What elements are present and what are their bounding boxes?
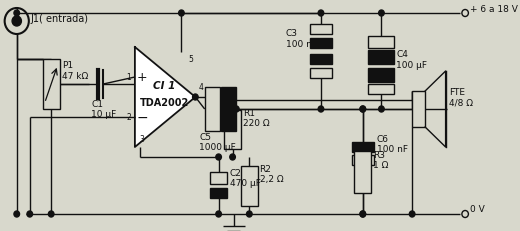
Text: R3
1 Ω: R3 1 Ω <box>373 150 388 170</box>
Bar <box>210 172 227 184</box>
Text: +: + <box>137 71 148 84</box>
Circle shape <box>462 10 469 17</box>
Bar <box>310 25 332 35</box>
Bar <box>205 88 219 131</box>
Circle shape <box>12 17 21 27</box>
Text: C3
100 nF: C3 100 nF <box>285 29 317 49</box>
Text: TDA2002: TDA2002 <box>140 97 189 108</box>
Bar <box>310 69 332 79</box>
Text: 3: 3 <box>139 135 145 144</box>
Text: CI 1: CI 1 <box>153 81 176 91</box>
Bar <box>43 60 59 109</box>
Bar <box>412 92 425 128</box>
Text: C5
1000 μF: C5 1000 μF <box>199 132 236 152</box>
Text: R1
220 Ω: R1 220 Ω <box>243 108 269 128</box>
Circle shape <box>360 106 366 112</box>
Text: 4: 4 <box>198 83 203 92</box>
Bar <box>310 39 332 49</box>
Text: P1
47 kΩ: P1 47 kΩ <box>62 61 88 80</box>
Circle shape <box>216 154 222 160</box>
Bar <box>355 151 371 193</box>
Bar <box>210 188 227 198</box>
Text: C2
470 μF: C2 470 μF <box>230 168 261 187</box>
Circle shape <box>360 211 366 217</box>
Circle shape <box>233 106 239 112</box>
Bar <box>368 51 395 65</box>
Circle shape <box>318 11 324 17</box>
Circle shape <box>462 211 469 218</box>
Circle shape <box>230 94 236 100</box>
Bar <box>352 155 374 165</box>
Circle shape <box>14 211 20 217</box>
Text: 2: 2 <box>126 113 131 122</box>
Circle shape <box>192 94 198 100</box>
Bar <box>222 88 236 131</box>
Bar <box>310 55 332 65</box>
Text: 5: 5 <box>188 55 193 64</box>
Circle shape <box>246 211 252 217</box>
Text: C6
100 nF: C6 100 nF <box>377 134 408 154</box>
Bar <box>241 166 258 206</box>
Circle shape <box>360 211 366 217</box>
Bar <box>368 37 395 49</box>
Circle shape <box>379 106 384 112</box>
Text: + 6 a 18 V: + 6 a 18 V <box>470 4 518 13</box>
Circle shape <box>216 211 222 217</box>
Text: −: − <box>137 110 148 125</box>
Circle shape <box>178 11 184 17</box>
Circle shape <box>409 211 415 217</box>
Bar <box>352 142 374 152</box>
Bar <box>368 85 395 94</box>
Text: C4
100 μF: C4 100 μF <box>396 50 427 69</box>
Text: C1
10 μF: C1 10 μF <box>91 100 116 119</box>
Polygon shape <box>135 48 196 147</box>
Circle shape <box>230 154 236 160</box>
Text: R2
2,2 Ω: R2 2,2 Ω <box>259 164 283 183</box>
Text: FTE
4/8 Ω: FTE 4/8 Ω <box>449 88 473 107</box>
Circle shape <box>27 211 33 217</box>
Text: J1( entrada): J1( entrada) <box>31 14 89 24</box>
Circle shape <box>14 11 20 17</box>
Circle shape <box>379 11 384 17</box>
Bar <box>224 110 241 149</box>
Circle shape <box>360 106 366 112</box>
Text: 1: 1 <box>126 73 131 82</box>
Circle shape <box>318 106 324 112</box>
Bar <box>368 69 395 83</box>
Text: 0 V: 0 V <box>470 205 485 214</box>
Circle shape <box>48 211 54 217</box>
